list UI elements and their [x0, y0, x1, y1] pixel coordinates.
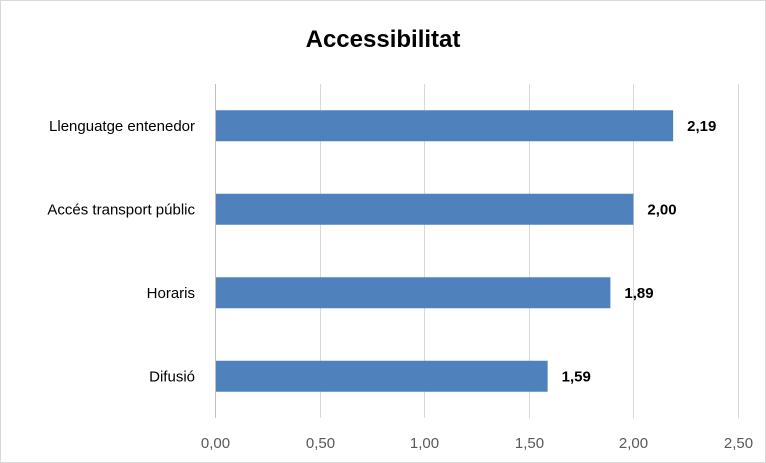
x-tick-label: 1,00 — [410, 435, 439, 452]
bar — [216, 360, 548, 392]
bar — [216, 110, 674, 142]
data-label: 1,59 — [562, 368, 591, 385]
x-tick-label: 0,50 — [306, 435, 335, 452]
x-tick-label: 2,50 — [724, 435, 753, 452]
data-label: 2,19 — [687, 118, 716, 135]
category-label: Difusió — [149, 368, 195, 385]
x-axis-tick-labels: 0,00 0,50 1,00 1,50 2,00 2,50 — [201, 435, 753, 452]
data-label: 1,89 — [624, 285, 653, 302]
category-label: Llenguatge entenedor — [49, 118, 195, 135]
data-labels: 2,19 2,00 1,89 1,59 — [562, 118, 717, 386]
data-label: 2,00 — [647, 201, 676, 218]
category-label: Accés transport públic — [47, 201, 195, 218]
x-tick-label: 2,00 — [619, 435, 648, 452]
bar — [216, 193, 634, 225]
bars — [216, 110, 674, 392]
x-tick-label: 0,00 — [201, 435, 230, 452]
chart-title: Accessibilitat — [305, 26, 461, 53]
bar — [216, 277, 611, 309]
category-labels: Llenguatge entenedor Accés transport públ… — [47, 118, 195, 386]
x-tick-label: 1,50 — [515, 435, 544, 452]
category-label: Horaris — [147, 285, 195, 302]
